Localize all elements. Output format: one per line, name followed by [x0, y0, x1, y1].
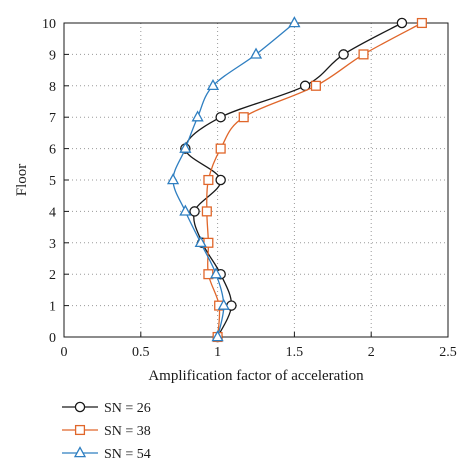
series-layer [166, 16, 427, 343]
data-point [179, 204, 192, 216]
data-point [416, 17, 427, 29]
data-point [217, 298, 230, 310]
data-point [358, 49, 369, 60]
y-tick-label: 3 [49, 237, 56, 252]
data-point [209, 267, 223, 279]
data-point [249, 47, 263, 59]
y-tick-label: 9 [49, 48, 56, 63]
y-tick-label: 6 [49, 143, 56, 158]
series-3 [166, 16, 301, 342]
data-point [201, 206, 212, 217]
data-point [166, 173, 180, 185]
data-point [396, 17, 408, 29]
legend-marker [74, 424, 86, 436]
data-point [194, 235, 207, 248]
legend-label: SN = 54 [104, 447, 151, 462]
x-axis-title: Amplification factor of acceleration [148, 368, 364, 384]
y-tick-label: 2 [49, 268, 56, 283]
data-point [203, 174, 214, 186]
legend-label: SN = 26 [104, 401, 151, 416]
data-point [215, 111, 226, 123]
legend-item: SN = 26 [62, 401, 151, 416]
y-axis-title: Floor [14, 164, 30, 197]
y-tick-label: 1 [49, 300, 56, 315]
data-point [310, 80, 321, 91]
legend-item: SN = 38 [62, 424, 151, 439]
data-point [215, 143, 226, 154]
grid [64, 23, 448, 337]
y-tick-label: 5 [49, 174, 56, 189]
data-point [206, 78, 220, 91]
data-point [338, 49, 349, 60]
legend-marker [73, 446, 87, 458]
data-point [238, 112, 249, 123]
x-tick-label: 1.5 [286, 345, 304, 360]
legend: SN = 26 SN = 38 SN = 54 [62, 401, 151, 462]
data-point [215, 174, 226, 186]
x-tick-label: 2.5 [439, 345, 457, 360]
series-2 [201, 17, 427, 343]
x-tick-label: 2 [368, 345, 375, 360]
y-tick-label: 0 [49, 331, 56, 346]
legend-marker [74, 401, 86, 413]
x-tick-label: 0.5 [132, 345, 150, 360]
data-point [191, 110, 204, 122]
ticks: 0 0.5 1 1.5 2 2.5 0 1 2 3 4 5 6 7 8 9 10 [42, 17, 457, 360]
data-point [288, 16, 301, 28]
data-point [179, 141, 192, 153]
y-tick-label: 10 [42, 17, 56, 32]
legend-item: SN = 54 [62, 446, 151, 462]
y-tick-label: 7 [49, 111, 56, 126]
data-point [211, 330, 224, 342]
x-tick-label: 1 [214, 345, 221, 360]
data-point [189, 206, 200, 217]
legend-label: SN = 38 [104, 424, 151, 439]
x-tick-label: 0 [61, 345, 68, 360]
y-tick-label: 8 [49, 80, 56, 95]
series-line [206, 22, 423, 338]
y-tick-label: 4 [49, 205, 56, 220]
